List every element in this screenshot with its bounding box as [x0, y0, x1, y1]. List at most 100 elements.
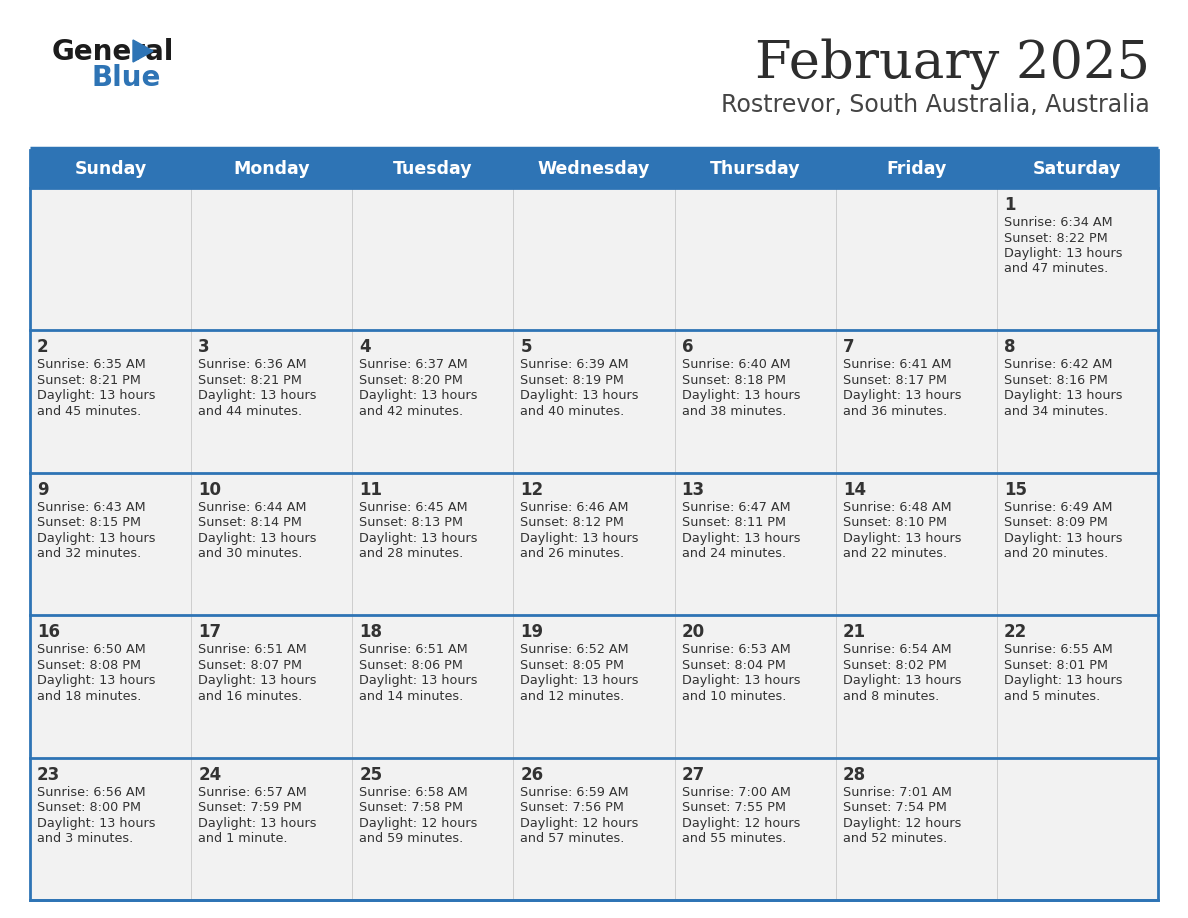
Text: Sunset: 8:02 PM: Sunset: 8:02 PM: [842, 659, 947, 672]
Text: Sunset: 8:17 PM: Sunset: 8:17 PM: [842, 374, 947, 386]
Text: Sunset: 8:07 PM: Sunset: 8:07 PM: [198, 659, 302, 672]
Text: Sunset: 8:21 PM: Sunset: 8:21 PM: [37, 374, 141, 386]
Text: Sunrise: 6:59 AM: Sunrise: 6:59 AM: [520, 786, 630, 799]
Text: Sunset: 7:56 PM: Sunset: 7:56 PM: [520, 801, 625, 814]
Text: Sunrise: 6:46 AM: Sunrise: 6:46 AM: [520, 501, 628, 514]
Text: 21: 21: [842, 623, 866, 641]
Text: and 40 minutes.: and 40 minutes.: [520, 405, 625, 418]
Text: Sunset: 8:18 PM: Sunset: 8:18 PM: [682, 374, 785, 386]
Bar: [353, 615, 513, 757]
Text: Sunrise: 6:54 AM: Sunrise: 6:54 AM: [842, 644, 952, 656]
Text: 7: 7: [842, 339, 854, 356]
Text: Sunrise: 6:40 AM: Sunrise: 6:40 AM: [682, 358, 790, 372]
Text: and 44 minutes.: and 44 minutes.: [198, 405, 302, 418]
Text: Sunset: 8:19 PM: Sunset: 8:19 PM: [520, 374, 625, 386]
Text: Daylight: 13 hours: Daylight: 13 hours: [37, 389, 156, 402]
Text: Blue: Blue: [91, 64, 162, 92]
Text: Sunset: 8:20 PM: Sunset: 8:20 PM: [359, 374, 463, 386]
Text: and 20 minutes.: and 20 minutes.: [1004, 547, 1108, 560]
Text: Monday: Monday: [233, 160, 310, 178]
Text: 23: 23: [37, 766, 61, 784]
Text: Daylight: 12 hours: Daylight: 12 hours: [359, 817, 478, 830]
Text: Daylight: 12 hours: Daylight: 12 hours: [842, 817, 961, 830]
Bar: [30, 150, 1158, 188]
Text: Daylight: 13 hours: Daylight: 13 hours: [682, 389, 800, 402]
Bar: [513, 473, 675, 615]
Text: Sunrise: 7:01 AM: Sunrise: 7:01 AM: [842, 786, 952, 799]
Text: Sunrise: 6:48 AM: Sunrise: 6:48 AM: [842, 501, 952, 514]
Text: and 16 minutes.: and 16 minutes.: [198, 689, 303, 702]
Text: Sunrise: 6:47 AM: Sunrise: 6:47 AM: [682, 501, 790, 514]
Text: Sunrise: 6:39 AM: Sunrise: 6:39 AM: [520, 358, 630, 372]
Bar: [30, 188, 191, 330]
Text: 22: 22: [1004, 623, 1028, 641]
Text: 8: 8: [1004, 339, 1016, 356]
Text: Thursday: Thursday: [710, 160, 801, 178]
Text: Daylight: 13 hours: Daylight: 13 hours: [198, 389, 317, 402]
Text: 25: 25: [359, 766, 383, 784]
Text: Daylight: 13 hours: Daylight: 13 hours: [842, 389, 961, 402]
Text: Sunrise: 6:58 AM: Sunrise: 6:58 AM: [359, 786, 468, 799]
Text: Daylight: 13 hours: Daylight: 13 hours: [37, 674, 156, 688]
Text: 17: 17: [198, 623, 221, 641]
Text: 16: 16: [37, 623, 61, 641]
Text: Sunrise: 6:36 AM: Sunrise: 6:36 AM: [198, 358, 307, 372]
Text: Daylight: 13 hours: Daylight: 13 hours: [1004, 674, 1123, 688]
Text: and 42 minutes.: and 42 minutes.: [359, 405, 463, 418]
Text: Sunset: 8:21 PM: Sunset: 8:21 PM: [198, 374, 302, 386]
Bar: [675, 188, 835, 330]
Bar: [353, 188, 513, 330]
Text: 10: 10: [198, 481, 221, 498]
Text: Rostrevor, South Australia, Australia: Rostrevor, South Australia, Australia: [721, 93, 1150, 117]
Text: and 38 minutes.: and 38 minutes.: [682, 405, 786, 418]
Text: and 59 minutes.: and 59 minutes.: [359, 832, 463, 845]
Bar: [353, 757, 513, 900]
Bar: [191, 188, 353, 330]
Bar: [997, 615, 1158, 757]
Text: Friday: Friday: [886, 160, 947, 178]
Polygon shape: [133, 40, 153, 62]
Text: Sunset: 8:08 PM: Sunset: 8:08 PM: [37, 659, 141, 672]
Bar: [191, 330, 353, 473]
Bar: [997, 330, 1158, 473]
Text: Daylight: 13 hours: Daylight: 13 hours: [359, 674, 478, 688]
Bar: [513, 188, 675, 330]
Bar: [513, 615, 675, 757]
Text: 9: 9: [37, 481, 49, 498]
Text: 6: 6: [682, 339, 693, 356]
Bar: [30, 473, 191, 615]
Text: Sunrise: 6:55 AM: Sunrise: 6:55 AM: [1004, 644, 1113, 656]
Text: and 55 minutes.: and 55 minutes.: [682, 832, 786, 845]
Bar: [191, 615, 353, 757]
Text: Daylight: 13 hours: Daylight: 13 hours: [198, 674, 317, 688]
Text: and 3 minutes.: and 3 minutes.: [37, 832, 133, 845]
Text: Sunrise: 6:53 AM: Sunrise: 6:53 AM: [682, 644, 790, 656]
Text: Sunrise: 6:37 AM: Sunrise: 6:37 AM: [359, 358, 468, 372]
Text: and 28 minutes.: and 28 minutes.: [359, 547, 463, 560]
Text: Sunset: 8:10 PM: Sunset: 8:10 PM: [842, 516, 947, 530]
Text: Daylight: 13 hours: Daylight: 13 hours: [1004, 532, 1123, 544]
Text: Sunrise: 6:50 AM: Sunrise: 6:50 AM: [37, 644, 146, 656]
Text: Sunday: Sunday: [75, 160, 146, 178]
Text: Daylight: 13 hours: Daylight: 13 hours: [359, 389, 478, 402]
Text: and 14 minutes.: and 14 minutes.: [359, 689, 463, 702]
Bar: [675, 615, 835, 757]
Text: Wednesday: Wednesday: [538, 160, 650, 178]
Text: Sunset: 8:00 PM: Sunset: 8:00 PM: [37, 801, 141, 814]
Text: Sunset: 8:09 PM: Sunset: 8:09 PM: [1004, 516, 1107, 530]
Text: Sunset: 8:16 PM: Sunset: 8:16 PM: [1004, 374, 1107, 386]
Text: and 52 minutes.: and 52 minutes.: [842, 832, 947, 845]
Text: Sunrise: 6:34 AM: Sunrise: 6:34 AM: [1004, 216, 1112, 229]
Text: Sunset: 8:01 PM: Sunset: 8:01 PM: [1004, 659, 1108, 672]
Bar: [997, 473, 1158, 615]
Text: Daylight: 13 hours: Daylight: 13 hours: [37, 817, 156, 830]
Text: and 5 minutes.: and 5 minutes.: [1004, 689, 1100, 702]
Text: 3: 3: [198, 339, 210, 356]
Bar: [513, 757, 675, 900]
Text: 20: 20: [682, 623, 704, 641]
Text: 11: 11: [359, 481, 383, 498]
Bar: [30, 150, 1158, 900]
Text: Sunset: 7:55 PM: Sunset: 7:55 PM: [682, 801, 785, 814]
Text: and 32 minutes.: and 32 minutes.: [37, 547, 141, 560]
Text: Sunrise: 6:51 AM: Sunrise: 6:51 AM: [198, 644, 307, 656]
